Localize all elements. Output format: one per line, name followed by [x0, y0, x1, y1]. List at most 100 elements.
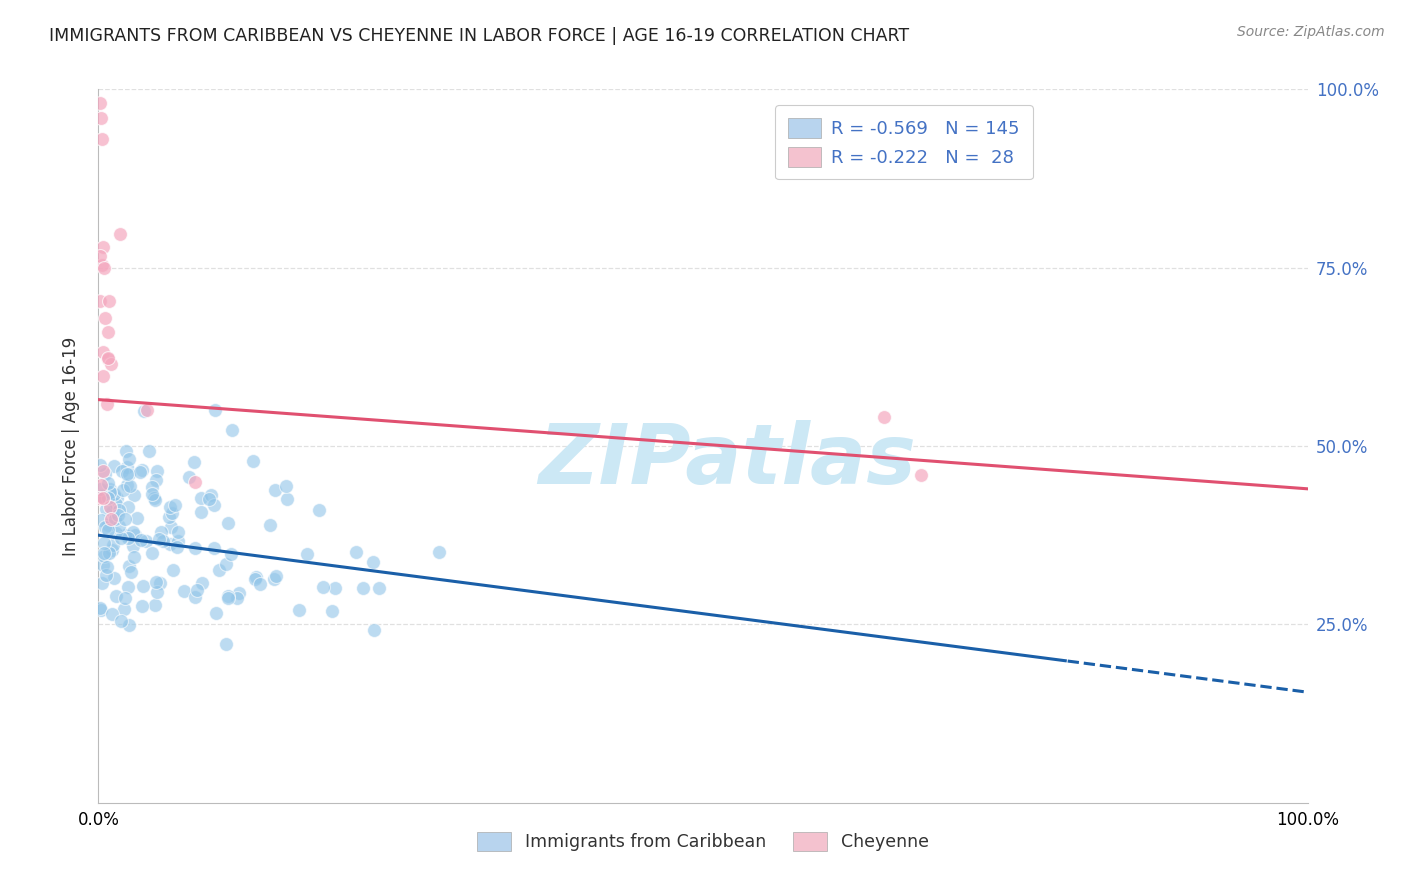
Point [149, 524, 172, 539]
Point [90, 477, 112, 491]
Point [93, 546, 115, 560]
Point [159, 500, 181, 514]
Point [98, 294, 121, 309]
Point [266, 568, 288, 582]
Point [117, 531, 139, 545]
Point [90, 602, 112, 616]
Point [363, 623, 385, 637]
Point [97, 546, 120, 560]
Text: Source: ZipAtlas.com: Source: ZipAtlas.com [1237, 25, 1385, 39]
Point [118, 467, 141, 481]
Point [91, 558, 114, 573]
Point [167, 533, 190, 548]
Point [97, 491, 120, 506]
Point [217, 591, 239, 605]
Point [145, 473, 167, 487]
Point [274, 478, 297, 492]
Point [143, 599, 166, 613]
Point [143, 492, 166, 507]
Point [97, 475, 120, 490]
Point [141, 480, 163, 494]
Point [129, 533, 152, 547]
Y-axis label: In Labor Force | Age 16-19: In Labor Force | Age 16-19 [62, 336, 80, 556]
Point [94, 567, 117, 582]
Point [91, 489, 114, 503]
Point [219, 547, 242, 561]
Point [215, 557, 238, 571]
Point [100, 358, 122, 372]
Point [87, 491, 110, 505]
Point [91, 368, 114, 383]
Point [105, 491, 128, 505]
Point [114, 528, 136, 542]
Text: IMMIGRANTS FROM CARIBBEAN VS CHEYENNE IN LABOR FORCE | AGE 16-19 CORRELATION CHA: IMMIGRANTS FROM CARIBBEAN VS CHEYENNE IN… [49, 27, 910, 45]
Point [124, 527, 146, 541]
Point [186, 582, 208, 597]
Point [93, 520, 115, 534]
Point [91, 491, 114, 505]
Point [93, 549, 115, 563]
Legend: Immigrants from Caribbean, Cheyenne: Immigrants from Caribbean, Cheyenne [470, 825, 936, 858]
Point [104, 589, 127, 603]
Point [145, 575, 167, 590]
Point [91, 239, 114, 253]
Point [104, 512, 127, 526]
Point [226, 591, 249, 605]
Point [245, 570, 267, 584]
Point [89, 294, 111, 309]
Point [143, 491, 166, 505]
Point [89, 96, 111, 111]
Point [100, 543, 122, 558]
Point [259, 518, 281, 533]
Point [149, 575, 172, 590]
Point [159, 537, 181, 551]
Point [127, 511, 149, 525]
Point [115, 459, 138, 474]
Point [97, 326, 120, 340]
Point [122, 549, 145, 564]
Point [100, 505, 122, 519]
Point [148, 532, 170, 546]
Point [138, 444, 160, 458]
Point [89, 600, 111, 615]
Point [115, 478, 138, 492]
Point [323, 581, 346, 595]
Point [118, 478, 141, 492]
Point [177, 470, 200, 484]
Point [93, 260, 115, 275]
Point [204, 606, 226, 620]
Point [243, 572, 266, 586]
Point [249, 576, 271, 591]
Point [118, 558, 141, 573]
Point [98, 500, 121, 515]
Point [288, 603, 311, 617]
Point [202, 541, 225, 555]
Point [263, 572, 285, 586]
Point [217, 589, 239, 603]
Point [100, 512, 122, 526]
Point [200, 488, 222, 502]
Point [184, 541, 207, 556]
Point [104, 497, 127, 511]
Point [159, 520, 181, 534]
Point [184, 591, 207, 605]
Point [107, 508, 129, 522]
Point [157, 509, 180, 524]
Point [129, 465, 152, 479]
Point [104, 525, 127, 540]
Point [190, 491, 212, 506]
Point [183, 455, 205, 469]
Point [198, 491, 221, 506]
Point [117, 500, 139, 515]
Point [114, 512, 136, 526]
Point [160, 506, 183, 520]
Point [93, 310, 115, 325]
Point [173, 583, 195, 598]
Point [295, 547, 318, 561]
Point [90, 111, 112, 125]
Point [101, 538, 124, 552]
Point [90, 258, 112, 272]
Point [91, 132, 114, 146]
Point [98, 484, 121, 499]
Point [132, 579, 155, 593]
